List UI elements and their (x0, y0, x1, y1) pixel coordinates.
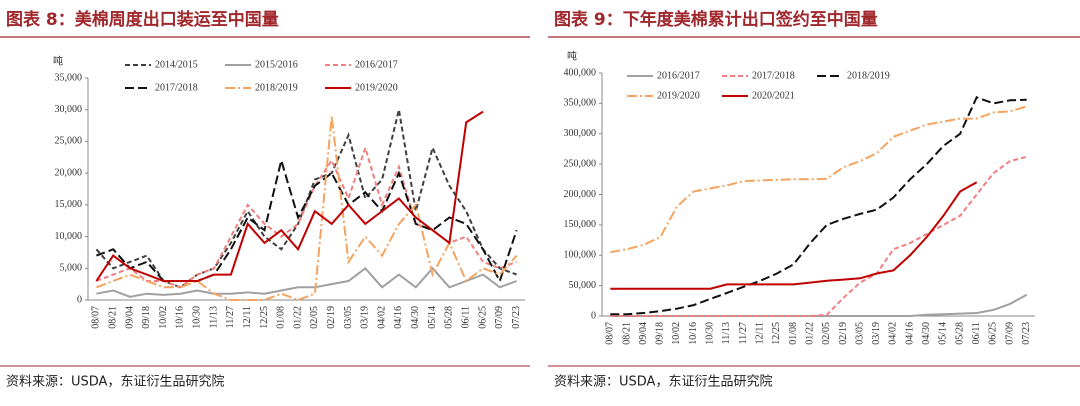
series-line (95, 110, 484, 282)
x-tick-label: 01/08 (788, 322, 799, 345)
x-tick-label: 01/22 (804, 322, 815, 345)
legend-label: 2019/2020 (355, 82, 398, 93)
x-tick-label: 12/25 (771, 322, 782, 345)
x-tick-label: 04/02 (376, 306, 387, 329)
y-tick-label: 30,000 (55, 104, 83, 115)
y-tick-label: 300,000 (564, 128, 597, 139)
x-tick-label: 03/05 (343, 306, 354, 329)
x-tick-label: 06/11 (971, 322, 982, 344)
x-tick-label: 08/07 (91, 306, 102, 329)
chart-title: 图表 8：美棉周度出口装运至中国量 (6, 9, 279, 30)
y-tick-label: 35,000 (55, 72, 83, 83)
x-tick-label: 06/25 (988, 322, 999, 345)
series-line (96, 156, 518, 284)
x-tick-label: 07/09 (1004, 322, 1015, 345)
series-line (610, 181, 978, 290)
x-tick-label: 10/30 (192, 306, 203, 329)
x-tick-label: 04/16 (393, 306, 404, 329)
x-tick-label: 02/05 (821, 322, 832, 345)
x-tick-label: 04/30 (410, 306, 421, 329)
x-tick-label: 11/13 (721, 322, 732, 344)
x-tick-label: 06/11 (460, 306, 471, 328)
y-tick-label: 20,000 (55, 167, 83, 178)
y-tick-label: 350,000 (564, 98, 597, 109)
x-tick-label: 09/04 (124, 306, 135, 329)
y-tick-label: 0 (77, 294, 82, 305)
x-tick-label: 10/30 (705, 322, 716, 345)
x-tick-label: 12/11 (242, 306, 253, 328)
x-tick-label: 07/23 (1021, 322, 1032, 345)
y-tick-label: 100,000 (564, 250, 597, 261)
source-note: 资料来源：USDA，东证衍生品研究院 (6, 375, 224, 390)
x-tick-label: 12/11 (755, 322, 766, 344)
y-unit-label: 吨 (53, 54, 63, 67)
y-tick-label: 250,000 (564, 158, 597, 169)
legend-label: 2019/2020 (657, 90, 700, 101)
x-tick-label: 01/22 (292, 306, 303, 329)
legend-label: 2017/2018 (155, 82, 198, 93)
x-tick-label: 04/30 (921, 322, 932, 345)
x-tick-label: 10/16 (175, 306, 186, 329)
x-tick-label: 03/19 (360, 306, 371, 329)
series-line (610, 155, 1027, 317)
x-tick-label: 08/21 (621, 322, 632, 345)
legend-label: 2020/2021 (752, 90, 795, 101)
x-tick-label: 03/19 (871, 322, 882, 345)
x-tick-label: 05/28 (954, 322, 965, 345)
x-tick-label: 06/25 (477, 306, 488, 329)
x-tick-label: 03/05 (854, 322, 865, 345)
y-tick-label: 0 (591, 310, 596, 321)
series-line (610, 96, 1027, 316)
y-unit-label: 吨 (567, 49, 577, 62)
x-tick-label: 10/02 (158, 306, 169, 329)
y-tick-label: 25,000 (55, 136, 83, 147)
x-tick-label: 05/28 (444, 306, 455, 329)
legend-label: 2018/2019 (847, 70, 890, 81)
y-tick-label: 150,000 (564, 219, 597, 230)
series-line (96, 266, 517, 298)
x-tick-label: 08/07 (605, 322, 616, 345)
legend-label: 2016/2017 (657, 70, 700, 81)
y-tick-label: 50,000 (569, 280, 597, 291)
legend-label: 2016/2017 (355, 59, 398, 70)
series-line (96, 115, 518, 302)
legend-label: 2015/2016 (255, 59, 298, 70)
y-tick-label: 400,000 (564, 67, 597, 78)
series-line (95, 109, 517, 289)
y-tick-label: 5,000 (60, 263, 83, 274)
x-tick-label: 05/14 (427, 306, 438, 329)
x-tick-label: 12/25 (259, 306, 270, 329)
x-tick-label: 09/04 (638, 322, 649, 345)
y-tick-label: 15,000 (55, 199, 83, 210)
legend-label: 2018/2019 (255, 82, 298, 93)
source-note: 资料来源：USDA，东证衍生品研究院 (554, 375, 772, 390)
x-tick-label: 08/21 (108, 306, 119, 329)
x-tick-label: 02/05 (309, 306, 320, 329)
x-tick-label: 01/08 (276, 306, 287, 329)
chart-title: 图表 9：下年度美棉累计出口签约至中国量 (554, 9, 878, 30)
x-tick-label: 04/02 (888, 322, 899, 345)
x-tick-label: 11/27 (225, 306, 236, 328)
x-tick-label: 04/16 (904, 322, 915, 345)
x-tick-label: 11/13 (208, 306, 219, 328)
legend-label: 2017/2018 (752, 70, 795, 81)
x-tick-label: 09/18 (141, 306, 152, 329)
x-tick-label: 02/19 (326, 306, 337, 329)
series-line (610, 293, 1028, 317)
x-tick-label: 07/23 (511, 306, 522, 329)
x-tick-label: 02/19 (838, 322, 849, 345)
x-tick-label: 05/14 (938, 322, 949, 345)
x-tick-label: 09/18 (655, 322, 666, 345)
x-tick-label: 10/16 (688, 322, 699, 345)
series-line (610, 105, 1027, 254)
y-tick-label: 10,000 (55, 231, 83, 242)
y-tick-label: 200,000 (564, 189, 597, 200)
x-tick-label: 10/02 (671, 322, 682, 345)
x-tick-label: 07/09 (494, 306, 505, 329)
legend-label: 2014/2015 (155, 59, 198, 70)
x-tick-label: 11/27 (738, 322, 749, 344)
